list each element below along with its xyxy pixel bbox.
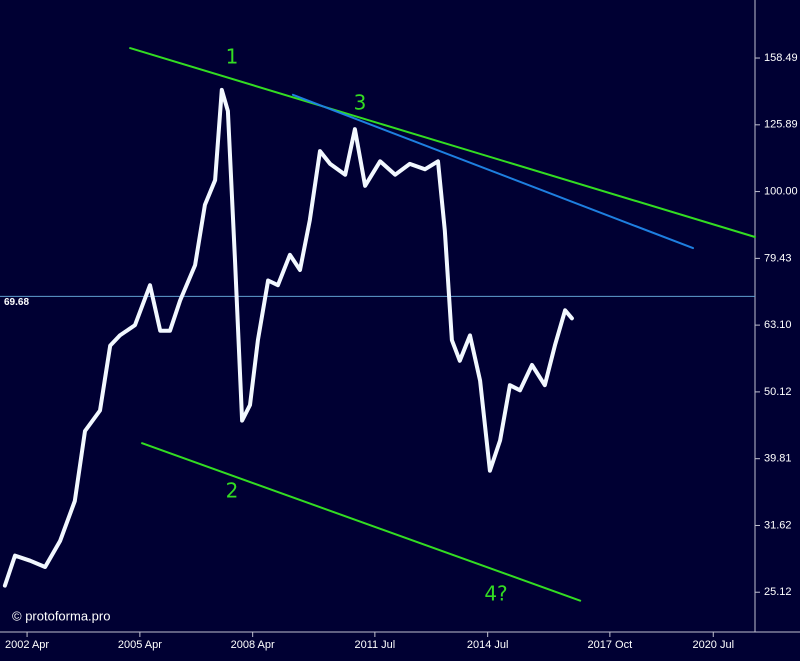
x-tick-label: 2014 Jul <box>467 639 509 651</box>
x-tick-label: 2020 Jul <box>692 639 734 651</box>
annotation: 1 <box>226 45 239 69</box>
y-tick-label: 125.89 <box>764 119 798 131</box>
x-tick-label: 2002 Apr <box>5 639 49 651</box>
x-tick-label: 2005 Apr <box>118 639 162 651</box>
y-tick-label: 31.62 <box>764 519 792 531</box>
x-tick-label: 2011 Jul <box>354 639 395 651</box>
annotation: 2 <box>226 479 239 503</box>
trendline <box>291 93 694 250</box>
x-tick-label: 2008 Apr <box>231 639 275 651</box>
y-tick-label: 25.12 <box>764 586 792 598</box>
y-tick-label: 39.81 <box>764 453 792 465</box>
x-tick-label: 2017 Oct <box>588 639 633 651</box>
y-tick-label: 100.00 <box>764 185 798 197</box>
y-tick-label: 63.10 <box>764 319 792 331</box>
price-line-label: 69.68 <box>4 297 29 308</box>
y-tick-label: 50.12 <box>764 386 792 398</box>
trendline <box>141 442 582 602</box>
watermark: © protoforma.pro <box>12 608 110 623</box>
price-line-series <box>2 87 574 588</box>
annotation: 4? <box>484 582 507 606</box>
y-tick-label: 79.43 <box>764 252 792 264</box>
y-tick-label: 158.49 <box>764 52 798 64</box>
trendline <box>129 47 756 238</box>
annotation: 3 <box>354 91 367 115</box>
